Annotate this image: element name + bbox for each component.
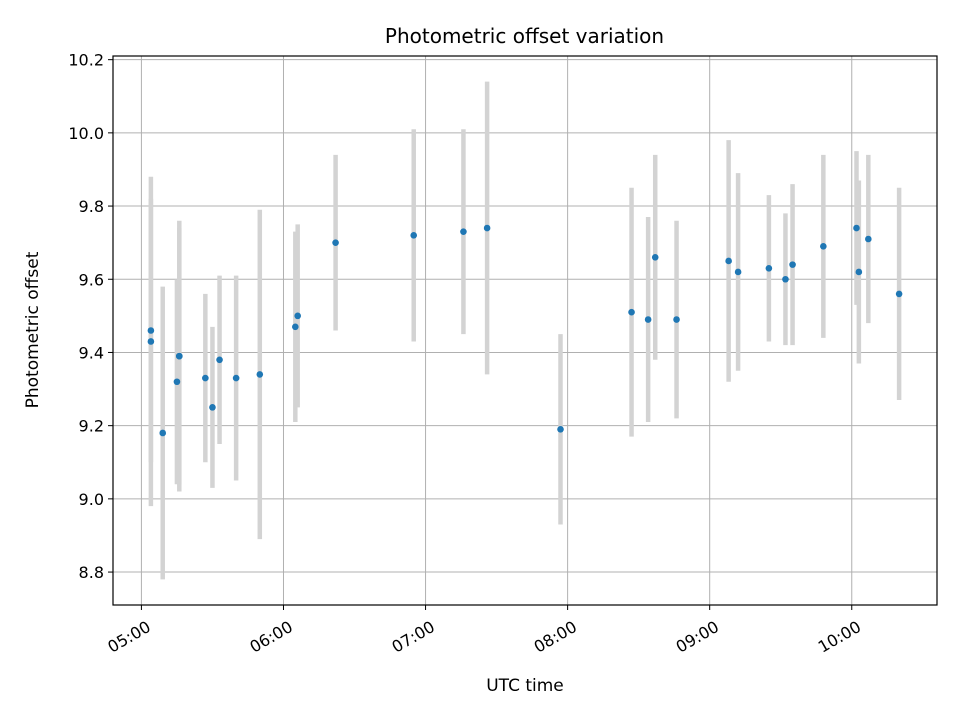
data-point — [644, 316, 652, 323]
data-point — [209, 404, 216, 411]
x-tick-label: 05:00 — [104, 617, 153, 657]
data-point — [460, 228, 467, 235]
y-tick-label: 9.6 — [79, 270, 104, 289]
x-tick-label: 06:00 — [246, 617, 295, 657]
x-tick-label: 08:00 — [531, 617, 580, 657]
data-point — [855, 268, 863, 276]
data-point — [232, 374, 240, 382]
y-tick-label: 9.8 — [79, 197, 104, 216]
y-tick-label: 8.8 — [79, 563, 104, 582]
x-axis: 05:00 06:00 07:00 08:00 09:00 10:00 — [104, 605, 864, 657]
y-axis: 8.8 9.0 9.2 9.4 9.6 9.8 10.0 10.2 — [68, 51, 113, 582]
data-point — [853, 224, 860, 232]
data-point — [673, 316, 680, 323]
data-point — [410, 232, 418, 239]
data-point — [173, 378, 181, 386]
data-point — [789, 261, 796, 268]
x-tick-label: 10:00 — [815, 617, 864, 657]
data-point — [202, 374, 209, 382]
plot-frame — [112, 55, 938, 606]
y-tick-label: 10.0 — [68, 124, 104, 143]
data-point — [628, 308, 635, 316]
data-point — [216, 356, 223, 364]
data-point — [332, 239, 339, 246]
y-tick-label: 9.0 — [79, 490, 104, 509]
data-point — [294, 312, 301, 320]
data-point — [765, 264, 773, 272]
y-tick-label: 9.2 — [79, 417, 104, 436]
error-bars — [148, 81, 902, 580]
data-point — [159, 429, 167, 437]
data-point — [651, 253, 659, 261]
data-points — [147, 224, 903, 437]
y-tick-label: 10.2 — [68, 51, 104, 70]
data-point — [147, 338, 155, 345]
y-tick-label: 9.4 — [79, 343, 104, 362]
y-axis-title: Photometric offset — [23, 251, 43, 408]
data-point — [820, 243, 827, 250]
data-point — [557, 426, 564, 433]
x-axis-title: UTC time — [486, 676, 564, 696]
data-point — [175, 352, 183, 360]
data-point — [147, 327, 155, 334]
chart-title: Photometric offset variation — [385, 24, 664, 48]
grid — [113, 56, 937, 605]
data-point — [292, 323, 299, 331]
x-tick-label: 07:00 — [389, 617, 438, 657]
data-point — [895, 290, 903, 298]
data-point — [734, 268, 742, 276]
data-point — [865, 235, 872, 243]
x-tick-label: 09:00 — [673, 617, 722, 657]
data-point — [483, 224, 491, 232]
data-point — [782, 275, 789, 283]
data-point — [256, 371, 264, 378]
data-point — [725, 257, 732, 265]
